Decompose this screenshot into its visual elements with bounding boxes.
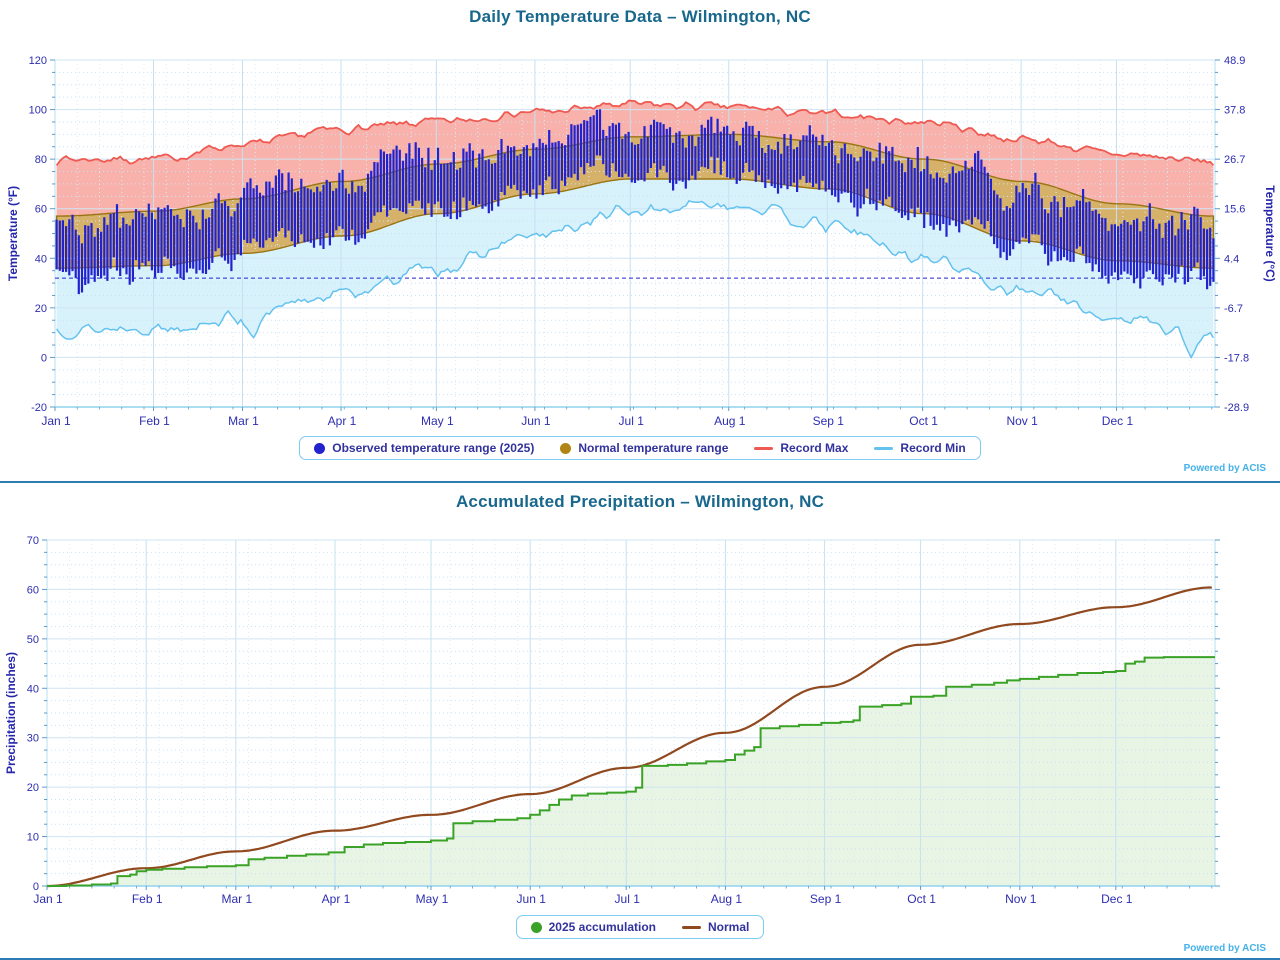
svg-text:Feb 1: Feb 1: [132, 892, 163, 906]
legend-item-record-min: Record Min: [874, 441, 966, 455]
svg-text:Aug 1: Aug 1: [711, 892, 743, 906]
normal-precip-line-icon: [682, 925, 702, 929]
svg-text:-20: -20: [31, 402, 47, 414]
precipitation-legend: 2025 accumulation Normal: [0, 915, 1280, 939]
accumulation-dot-icon: [530, 921, 542, 933]
legend-item-normal-range: Normal temperature range: [560, 441, 728, 455]
svg-text:60: 60: [27, 584, 39, 596]
svg-text:100: 100: [29, 105, 47, 117]
legend-label-record-min: Record Min: [900, 441, 966, 455]
svg-text:Mar 1: Mar 1: [221, 892, 252, 906]
svg-text:Oct 1: Oct 1: [907, 892, 936, 906]
legend-label-normal-precip: Normal: [708, 920, 750, 934]
precipitation-legend-box: 2025 accumulation Normal: [515, 915, 765, 939]
legend-item-record-max: Record Max: [754, 441, 848, 455]
svg-text:Precipitation (inches): Precipitation (inches): [4, 652, 18, 774]
svg-text:Dec 1: Dec 1: [1102, 414, 1134, 428]
svg-text:-6.7: -6.7: [1224, 303, 1243, 315]
legend-label-record-max: Record Max: [780, 441, 849, 455]
svg-text:0: 0: [33, 881, 39, 893]
svg-text:26.7: 26.7: [1224, 154, 1245, 166]
legend-item-normal-precip: Normal: [682, 920, 749, 934]
svg-text:Nov 1: Nov 1: [1006, 414, 1038, 428]
svg-text:80: 80: [35, 154, 47, 166]
svg-text:4.4: 4.4: [1224, 253, 1239, 265]
svg-text:Jan 1: Jan 1: [41, 414, 71, 428]
svg-text:40: 40: [35, 253, 47, 265]
legend-label-observed: Observed temperature range (2025): [332, 441, 535, 455]
legend-item-accumulation: 2025 accumulation: [530, 920, 657, 934]
svg-text:37.8: 37.8: [1224, 105, 1245, 117]
svg-text:Sep 1: Sep 1: [810, 892, 842, 906]
svg-text:Feb 1: Feb 1: [139, 414, 170, 428]
powered-by-acis-link[interactable]: Powered by ACIS: [1183, 943, 1266, 954]
svg-text:20: 20: [35, 303, 47, 315]
svg-text:Dec 1: Dec 1: [1101, 892, 1133, 906]
svg-text:May 1: May 1: [416, 892, 449, 906]
svg-text:120: 120: [29, 55, 47, 67]
svg-text:Nov 1: Nov 1: [1005, 892, 1037, 906]
svg-text:48.9: 48.9: [1224, 55, 1245, 67]
svg-text:Jun 1: Jun 1: [517, 892, 547, 906]
svg-text:Temperature (°C): Temperature (°C): [1263, 185, 1277, 282]
svg-text:60: 60: [35, 204, 47, 216]
temperature-chart-canvas: Jan 1 Feb 1 Mar 1 Apr 1 May 1 Jun 1 Jul 1 Aug 1…: [6, 55, 1277, 428]
svg-text:20: 20: [27, 782, 39, 794]
precipitation-chart-section: Jan 1 Feb 1 Mar 1 Apr 1 May 1 Jun 1 Jul 1 Aug 1…: [0, 483, 1280, 960]
temperature-legend: Observed temperature range (2025) Normal…: [0, 436, 1280, 460]
temperature-chart-section: Jan 1 Feb 1 Mar 1 Apr 1 May 1 Jun 1 Jul 1 Aug 1…: [0, 7, 1280, 483]
svg-text:40: 40: [27, 683, 39, 695]
svg-text:Mar 1: Mar 1: [228, 414, 259, 428]
svg-text:Aug 1: Aug 1: [714, 414, 746, 428]
svg-text:15.6: 15.6: [1224, 204, 1245, 216]
legend-label-normal-range: Normal temperature range: [578, 441, 729, 455]
svg-text:10: 10: [27, 832, 39, 844]
svg-text:Sep 1: Sep 1: [813, 414, 845, 428]
svg-text:50: 50: [27, 634, 39, 646]
svg-text:Apr 1: Apr 1: [322, 892, 351, 906]
svg-text:Jun 1: Jun 1: [521, 414, 551, 428]
svg-text:0: 0: [41, 352, 47, 364]
svg-text:Apr 1: Apr 1: [328, 414, 357, 428]
svg-text:Temperature (°F): Temperature (°F): [6, 186, 20, 281]
svg-text:Jul 1: Jul 1: [615, 892, 641, 906]
powered-by-acis-link[interactable]: Powered by ACIS: [1183, 463, 1266, 474]
precipitation-chart-title: Accumulated Precipitation – Wilmington, …: [455, 492, 825, 511]
normal-range-dot-icon: [560, 442, 572, 454]
precipitation-chart-canvas: Jan 1 Feb 1 Mar 1 Apr 1 May 1 Jun 1 Jul 1 Aug 1…: [4, 535, 1220, 906]
observed-range-dot-icon: [314, 442, 326, 454]
record-max-line-icon: [754, 446, 774, 450]
svg-text:Jan 1: Jan 1: [33, 892, 63, 906]
svg-text:70: 70: [27, 535, 39, 547]
svg-text:-17.8: -17.8: [1224, 352, 1249, 364]
temperature-chart-title: Daily Temperature Data – Wilmington, NC: [469, 7, 811, 26]
svg-text:-28.9: -28.9: [1224, 402, 1249, 414]
svg-text:Oct 1: Oct 1: [909, 414, 938, 428]
temperature-legend-box: Observed temperature range (2025) Normal…: [299, 436, 981, 460]
svg-text:30: 30: [27, 733, 39, 745]
legend-item-observed: Observed temperature range (2025): [314, 441, 534, 455]
record-min-line-icon: [874, 446, 894, 450]
legend-label-accumulation: 2025 accumulation: [548, 920, 657, 934]
svg-text:May 1: May 1: [421, 414, 454, 428]
svg-text:Jul 1: Jul 1: [619, 414, 645, 428]
